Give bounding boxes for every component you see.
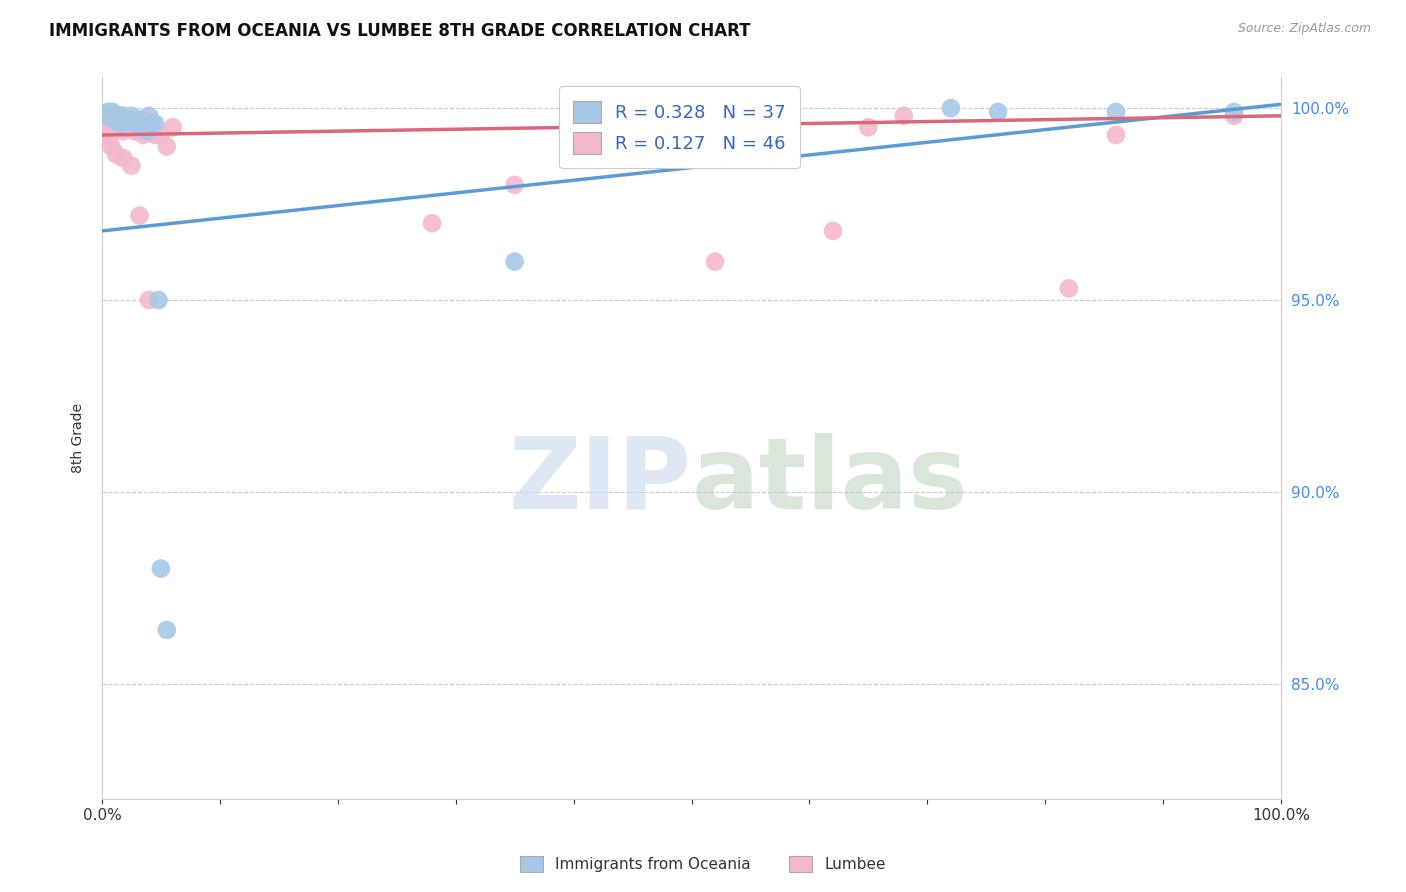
Point	[114, 112, 136, 127]
Point	[98, 109, 121, 123]
Point	[138, 116, 160, 130]
Point	[112, 116, 135, 130]
Point	[98, 112, 121, 127]
Point	[1057, 281, 1080, 295]
Point	[141, 116, 163, 130]
Point	[127, 112, 149, 127]
Point	[503, 178, 526, 192]
Point	[156, 139, 179, 153]
Point	[1223, 109, 1246, 123]
Point	[112, 124, 135, 138]
Point	[128, 120, 150, 135]
Point	[132, 128, 155, 142]
Point	[127, 124, 149, 138]
Legend: Immigrants from Oceania, Lumbee: Immigrants from Oceania, Lumbee	[513, 848, 893, 880]
Point	[100, 109, 122, 123]
Point	[704, 254, 727, 268]
Legend: R = 0.328   N = 37, R = 0.127   N = 46: R = 0.328 N = 37, R = 0.127 N = 46	[560, 87, 800, 169]
Point	[149, 128, 172, 142]
Point	[1223, 105, 1246, 120]
Point	[124, 124, 146, 138]
Point	[124, 116, 146, 130]
Point	[111, 109, 134, 123]
Point	[105, 112, 128, 127]
Point	[138, 109, 160, 123]
Point	[110, 112, 132, 127]
Point	[112, 109, 135, 123]
Point	[149, 561, 172, 575]
Point	[420, 216, 443, 230]
Point	[128, 209, 150, 223]
Point	[93, 109, 115, 123]
Point	[138, 293, 160, 307]
Text: Source: ZipAtlas.com: Source: ZipAtlas.com	[1237, 22, 1371, 36]
Point	[503, 254, 526, 268]
Point	[117, 112, 139, 127]
Point	[98, 132, 121, 146]
Point	[104, 109, 127, 123]
Point	[101, 105, 124, 120]
Point	[135, 124, 157, 138]
Point	[110, 112, 132, 127]
Point	[114, 116, 136, 130]
Point	[96, 109, 118, 123]
Point	[117, 116, 139, 130]
Point	[135, 124, 157, 138]
Point	[120, 112, 142, 127]
Point	[893, 109, 915, 123]
Point	[103, 109, 125, 123]
Point	[120, 159, 142, 173]
Point	[1105, 105, 1128, 120]
Point	[105, 109, 128, 123]
Point	[987, 105, 1010, 120]
Y-axis label: 8th Grade: 8th Grade	[72, 403, 86, 473]
Point	[97, 109, 120, 123]
Point	[858, 120, 880, 135]
Point	[132, 116, 155, 130]
Point	[111, 109, 134, 123]
Text: atlas: atlas	[692, 433, 969, 530]
Point	[100, 139, 122, 153]
Point	[162, 120, 184, 135]
Point	[94, 128, 117, 142]
Point	[108, 120, 131, 135]
Point	[101, 120, 124, 135]
Point	[939, 101, 962, 115]
Point	[120, 109, 142, 123]
Point	[97, 105, 120, 120]
Point	[103, 112, 125, 127]
Point	[143, 128, 166, 142]
Point	[112, 151, 135, 165]
Point	[100, 109, 122, 123]
Point	[104, 112, 127, 127]
Point	[97, 109, 120, 123]
Point	[105, 116, 128, 130]
Point	[821, 224, 844, 238]
Text: IMMIGRANTS FROM OCEANIA VS LUMBEE 8TH GRADE CORRELATION CHART: IMMIGRANTS FROM OCEANIA VS LUMBEE 8TH GR…	[49, 22, 751, 40]
Point	[98, 105, 121, 120]
Point	[1105, 128, 1128, 142]
Point	[94, 112, 117, 127]
Point	[108, 116, 131, 130]
Point	[103, 116, 125, 130]
Point	[143, 116, 166, 130]
Point	[105, 147, 128, 161]
Point	[105, 112, 128, 127]
Point	[98, 116, 121, 130]
Text: ZIP: ZIP	[509, 433, 692, 530]
Point	[107, 109, 129, 123]
Point	[129, 112, 152, 127]
Point	[148, 293, 170, 307]
Point	[94, 109, 117, 123]
Point	[156, 623, 179, 637]
